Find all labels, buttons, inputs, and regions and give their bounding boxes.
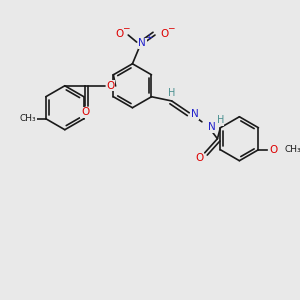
Text: O: O	[160, 28, 168, 39]
Text: +: +	[145, 33, 152, 42]
Text: O: O	[26, 114, 34, 124]
Text: O: O	[270, 145, 278, 155]
Text: −: −	[167, 23, 174, 32]
Text: H: H	[217, 116, 224, 125]
Text: O: O	[81, 107, 89, 117]
Text: O: O	[116, 28, 124, 39]
Text: N: N	[191, 109, 199, 119]
Text: O: O	[106, 81, 115, 91]
Text: CH₃: CH₃	[285, 145, 300, 154]
Text: N: N	[208, 122, 216, 133]
Text: O: O	[196, 153, 204, 163]
Text: H: H	[168, 88, 176, 98]
Text: −: −	[122, 23, 130, 32]
Text: N: N	[138, 38, 146, 49]
Text: CH₃: CH₃	[20, 114, 36, 123]
